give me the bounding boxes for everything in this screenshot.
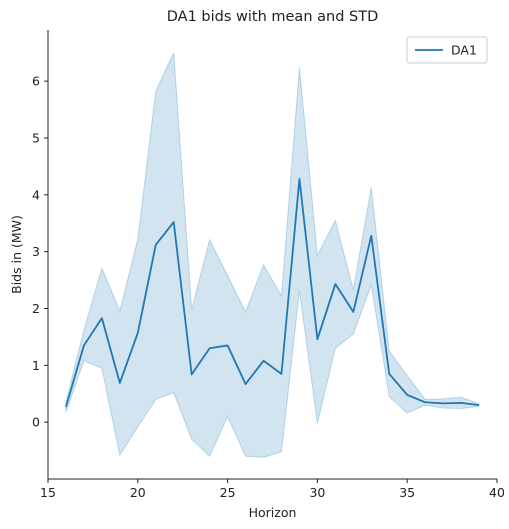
x-tick-label: 20	[130, 485, 146, 500]
x-tick-label: 40	[489, 485, 505, 500]
y-tick-label: 2	[32, 301, 40, 316]
x-tick-label: 35	[399, 485, 415, 500]
legend: DA1	[406, 36, 488, 64]
chart-title: DA1 bids with mean and STD	[167, 9, 378, 25]
y-axis-title: Bids in (MW)	[9, 215, 24, 294]
axes	[47, 30, 497, 480]
std-band-layer	[65, 52, 480, 458]
legend-box	[406, 36, 488, 64]
y-tick-label: 1	[32, 358, 40, 373]
y-tick-label: 5	[32, 130, 40, 145]
legend-label-da1: DA1	[451, 43, 477, 58]
x-axis-title: Horizon	[249, 505, 297, 520]
y-tick-label: 4	[32, 187, 40, 202]
y-tick-label: 0	[32, 415, 40, 430]
x-axis-ticks: 15 20 25 30 35 40	[40, 479, 505, 500]
x-tick-label: 25	[220, 485, 236, 500]
x-tick-label: 30	[309, 485, 325, 500]
y-tick-label: 6	[32, 74, 40, 89]
y-tick-label: 3	[32, 244, 40, 259]
std-band	[65, 52, 480, 458]
series-line-layer	[65, 178, 480, 408]
y-axis-ticks: 0 1 2 3 4 5 6	[32, 74, 48, 430]
x-tick-label: 15	[40, 485, 56, 500]
series-line-da1	[65, 178, 480, 408]
